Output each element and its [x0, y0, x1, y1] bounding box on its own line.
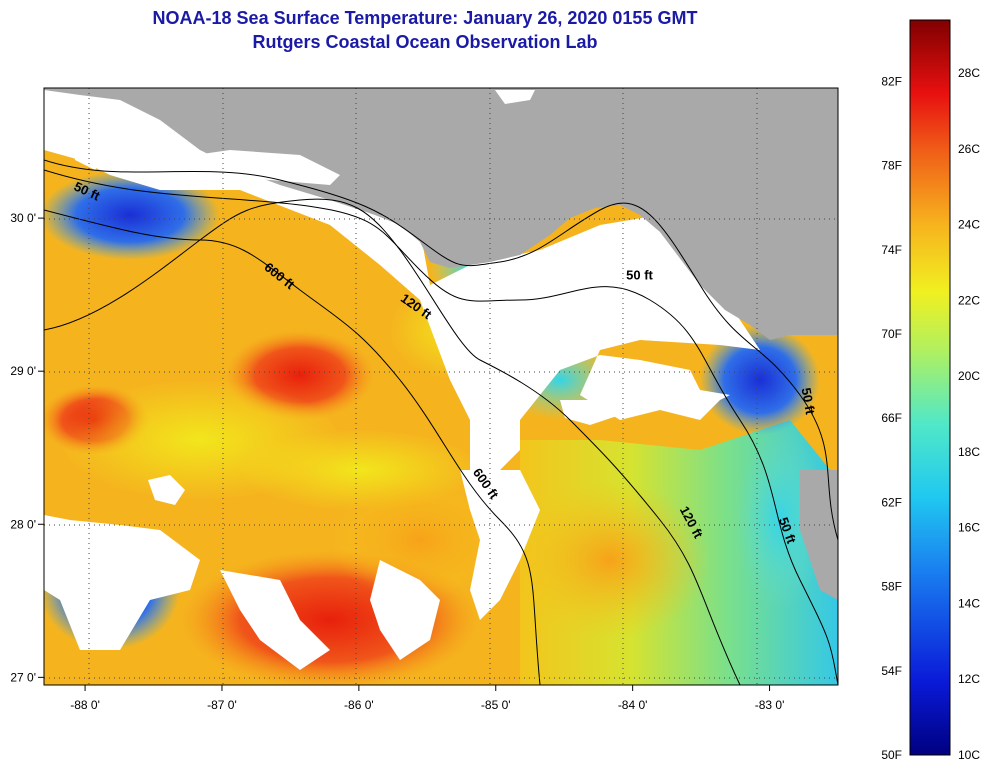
colorbar-fahrenheit-label: 54F: [881, 664, 902, 678]
colorbar-gradient: [909, 19, 951, 756]
colorbar-celsius-label: 22C: [958, 293, 980, 307]
lon-tick-label: -87 0': [207, 698, 237, 712]
map-frame: [43, 87, 839, 686]
colorbar-celsius-label: 28C: [958, 66, 980, 80]
lon-tick-label: -88 0': [70, 698, 100, 712]
depth-contour-label: 50 ft: [626, 267, 653, 282]
colorbar-fahrenheit-label: 58F: [881, 580, 902, 594]
lat-tick-label: 28 0': [10, 517, 36, 531]
map-subtitle: Rutgers Coastal Ocean Observation Lab: [252, 32, 598, 52]
axis-ticks: -88 0' -87 0' -86 0' -85 0' -84 0' -83 0' 30 0…: [10, 211, 784, 712]
lat-tick-label: 27 0': [10, 670, 36, 684]
map-title: NOAA-18 Sea Surface Temperature: January…: [152, 8, 698, 28]
colorbar-celsius-label: 12C: [958, 672, 980, 686]
lon-tick-label: -85 0': [481, 698, 511, 712]
colorbar-celsius-label: 24C: [958, 218, 980, 232]
colorbar-celsius-label: 26C: [958, 142, 980, 156]
colorbar-fahrenheit-label: 66F: [881, 411, 902, 425]
lat-tick-label: 29 0': [10, 364, 36, 378]
colorbar-celsius-label: 14C: [958, 596, 980, 610]
lon-tick-label: -83 0': [755, 698, 785, 712]
colorbar-celsius-label: 10C: [958, 748, 980, 762]
colorbar-fahrenheit-label: 74F: [881, 243, 902, 257]
colorbar-fahrenheit-label: 82F: [881, 74, 902, 88]
depth-contour-label: 50 ft: [799, 387, 819, 417]
colorbar-fahrenheit-label: 78F: [881, 159, 902, 173]
colorbar-celsius-label: 16C: [958, 521, 980, 535]
colorbar-labels: 28C 26C 24C 22C 20C 18C 16C 14C 12C 10C 82F 78F 74F 7…: [881, 66, 980, 762]
lon-tick-label: -86 0': [344, 698, 374, 712]
colorbar-fahrenheit-label: 62F: [881, 495, 902, 509]
colorbar-fahrenheit-label: 70F: [881, 327, 902, 341]
lat-tick-label: 30 0': [10, 211, 36, 225]
lon-tick-label: -84 0': [618, 698, 648, 712]
colorbar-celsius-label: 20C: [958, 369, 980, 383]
colorbar-fahrenheit-label: 50F: [881, 748, 902, 762]
colorbar-celsius-label: 18C: [958, 445, 980, 459]
